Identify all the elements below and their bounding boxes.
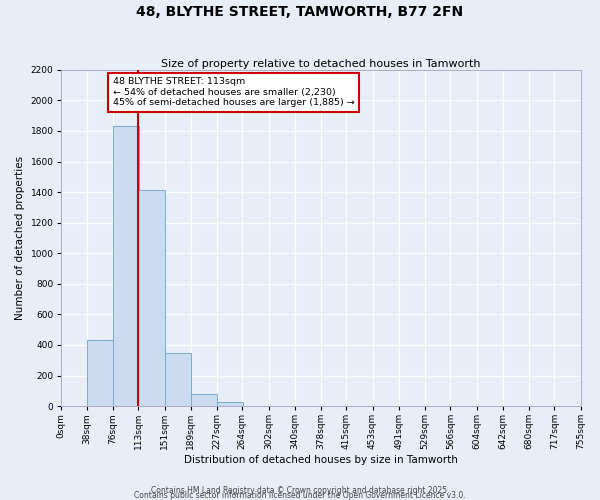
- Text: 48 BLYTHE STREET: 113sqm
← 54% of detached houses are smaller (2,230)
45% of sem: 48 BLYTHE STREET: 113sqm ← 54% of detach…: [113, 78, 355, 107]
- Bar: [191, 394, 217, 406]
- Bar: [217, 402, 243, 406]
- Title: Size of property relative to detached houses in Tamworth: Size of property relative to detached ho…: [161, 59, 480, 69]
- Bar: [139, 190, 164, 406]
- Bar: [86, 340, 113, 406]
- Text: 48, BLYTHE STREET, TAMWORTH, B77 2FN: 48, BLYTHE STREET, TAMWORTH, B77 2FN: [136, 5, 464, 19]
- X-axis label: Distribution of detached houses by size in Tamworth: Distribution of detached houses by size …: [184, 455, 457, 465]
- Bar: [113, 126, 139, 406]
- Text: Contains public sector information licensed under the Open Government Licence v3: Contains public sector information licen…: [134, 490, 466, 500]
- Bar: [164, 352, 191, 406]
- Y-axis label: Number of detached properties: Number of detached properties: [15, 156, 25, 320]
- Text: Contains HM Land Registry data © Crown copyright and database right 2025.: Contains HM Land Registry data © Crown c…: [151, 486, 449, 495]
